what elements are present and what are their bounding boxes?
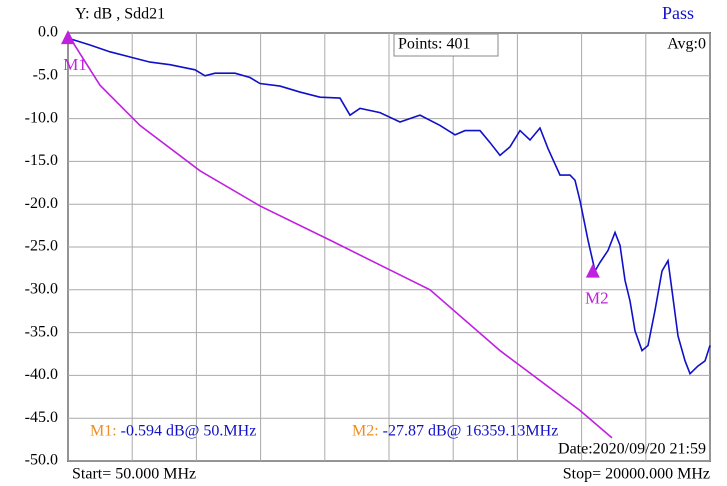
start-label: Start= 50.000 MHz [72,466,196,483]
y-tick-label: 0.0 [38,24,58,41]
y-tick-label: -25.0 [25,238,58,255]
points-label: Points: 401 [398,36,470,53]
marker-name: M2: [352,423,379,440]
y-tick-label: -10.0 [25,109,58,126]
series-line [67,34,613,439]
marker-name: M1: [90,423,117,440]
y-tick-label: -35.0 [25,323,58,340]
marker [585,263,600,278]
points-box [393,33,499,57]
stop-label: Stop= 20000.000 MHz [563,466,710,483]
y-tick-label: -5.0 [33,66,58,83]
y-tick-label: -30.0 [25,280,58,297]
y-tick-label: -40.0 [25,366,58,383]
chart-title: Y: dB , Sdd21 [75,6,165,23]
marker-label: M1 [63,55,87,74]
avg-label: Avg:0 [667,36,706,53]
y-tick-label: -45.0 [25,409,58,426]
y-tick-label: -50.0 [25,452,58,469]
marker-readout: -27.87 dB@ 16359.13MHz [383,423,559,440]
y-tick-label: -20.0 [25,195,58,212]
status: Pass [662,3,694,23]
marker-label: M2 [585,288,609,307]
date: Date:2020/09/20 21:59 [558,441,706,458]
marker-readout: -0.594 dB@ 50.MHz [121,423,257,440]
marker [61,30,75,45]
y-tick-label: -15.0 [25,152,58,169]
series-line [67,37,711,376]
